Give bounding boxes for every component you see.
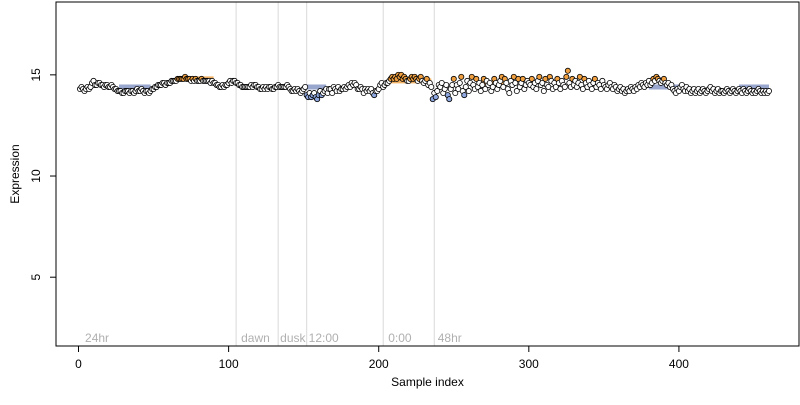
data-point — [506, 90, 513, 97]
data-point — [423, 75, 430, 82]
x-axis-title: Sample index — [391, 375, 464, 389]
time-annotations: 24hr dawn dusk 12:00 0:00 48hr — [85, 331, 462, 345]
data-point — [540, 88, 547, 95]
y-tick-label: 15 — [29, 68, 43, 82]
data-point — [302, 83, 309, 90]
data-point — [443, 81, 450, 88]
x-tick-label: 0 — [75, 357, 82, 371]
data-point — [563, 73, 570, 80]
annotation-label: 0:00 — [388, 331, 412, 345]
data-point — [432, 94, 439, 101]
annotation-label: 12:00 — [309, 331, 339, 345]
data-point — [564, 67, 571, 74]
x-axis: 0 100 200 300 400 — [75, 345, 689, 371]
x-tick-label: 200 — [369, 357, 389, 371]
annotation-label: dawn — [241, 331, 270, 345]
data-point — [513, 88, 520, 95]
data-point — [486, 79, 493, 86]
data-point — [428, 83, 435, 90]
data-point — [479, 81, 486, 88]
data-point — [533, 86, 540, 93]
plot-frame — [55, 1, 800, 347]
data-point — [473, 75, 480, 82]
data-point — [462, 83, 469, 90]
data-points — [77, 67, 772, 103]
data-point — [591, 75, 598, 82]
data-point — [536, 73, 543, 80]
data-point — [482, 86, 489, 93]
data-point — [452, 90, 459, 97]
data-point — [461, 92, 468, 99]
y-axis-title: Expression — [8, 144, 22, 203]
x-tick-label: 100 — [219, 357, 239, 371]
data-point — [512, 79, 519, 86]
x-tick-label: 300 — [519, 357, 539, 371]
data-point — [450, 75, 457, 82]
data-point — [446, 96, 453, 103]
data-point — [456, 79, 463, 86]
data-point — [765, 88, 772, 95]
data-point — [434, 88, 441, 95]
annotation-label: 48hr — [438, 331, 462, 345]
x-tick-label: 400 — [669, 357, 689, 371]
annotation-label: dusk — [280, 331, 306, 345]
vertical-guide-lines — [235, 2, 435, 346]
data-point — [458, 73, 465, 80]
annotation-label: 24hr — [85, 331, 109, 345]
y-axis: 5 10 15 — [29, 68, 57, 281]
y-tick-label: 10 — [29, 169, 43, 183]
y-tick-label: 5 — [29, 274, 43, 281]
data-point — [528, 75, 535, 82]
data-point — [561, 83, 568, 90]
data-point — [465, 88, 472, 95]
